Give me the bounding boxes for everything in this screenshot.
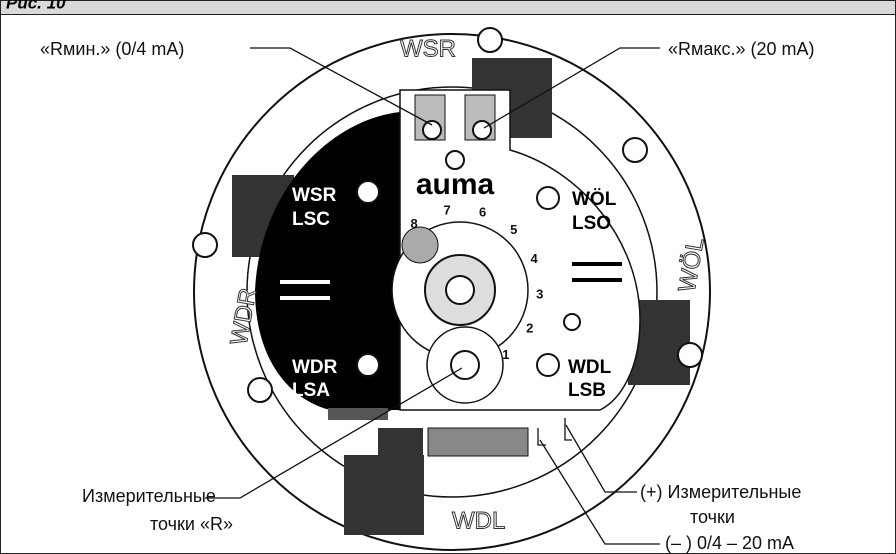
dial-number: 8 (410, 216, 417, 231)
switch-label: WSR (292, 185, 337, 206)
dial-number: 5 (510, 222, 517, 237)
header-bar (0, 0, 896, 15)
header-title: Рис. 10 (6, 0, 66, 12)
test-point (450, 350, 480, 380)
connector (328, 408, 388, 420)
callout: (+) Измерительные (640, 482, 801, 502)
switch-label: LSO (572, 213, 611, 234)
screw (356, 180, 380, 204)
switch-label: LSC (292, 209, 330, 230)
dial-number: 2 (526, 321, 533, 336)
leader (483, 47, 660, 129)
dial-number: 1 (502, 347, 509, 362)
logo: auma (416, 168, 495, 201)
screw (536, 186, 560, 210)
leader (565, 424, 637, 493)
callout: (– ) 0/4 – 20 mA (665, 533, 794, 553)
screw (445, 275, 475, 305)
switch-label: WDR (292, 357, 338, 378)
callout: «Rмакс.» (20 mA) (668, 39, 815, 59)
device (192, 27, 711, 551)
screw (677, 342, 703, 368)
dial-number: 7 (443, 202, 450, 217)
screw (536, 353, 560, 377)
terminal-block (427, 427, 529, 457)
ring-label: WDL (452, 507, 505, 534)
dial-numbers: 1 2 3 45 6 7 8 (410, 202, 543, 362)
switch-label: WÖL (572, 189, 617, 210)
screw (622, 137, 648, 163)
screw (477, 27, 503, 53)
switch-label: LSA (292, 380, 330, 401)
dial-number: 6 (479, 205, 486, 220)
screw (356, 353, 380, 377)
symbol (280, 296, 330, 300)
symbol (280, 280, 330, 284)
screw (472, 120, 492, 140)
screw (247, 377, 273, 403)
leader (539, 439, 660, 545)
callout: точки «R» (150, 514, 233, 534)
leader (250, 47, 433, 126)
switch-label: LSB (568, 380, 606, 401)
leader (205, 367, 463, 499)
screw (445, 150, 465, 170)
dial-number: 3 (536, 286, 543, 301)
bracket (344, 455, 424, 535)
ring-label: WSR (400, 35, 456, 62)
callout: «Rмин.» (0/4 mA) (40, 39, 184, 59)
symbol (572, 278, 622, 282)
screw (563, 313, 581, 331)
cam (401, 226, 439, 264)
connector (378, 428, 423, 460)
switch-label: WDL (568, 357, 612, 378)
callout: Измерительные (82, 486, 216, 506)
screw (192, 232, 218, 258)
callout: точки (690, 507, 735, 527)
dial-number: 4 (530, 251, 538, 266)
screw (422, 120, 442, 140)
symbol (572, 262, 622, 266)
